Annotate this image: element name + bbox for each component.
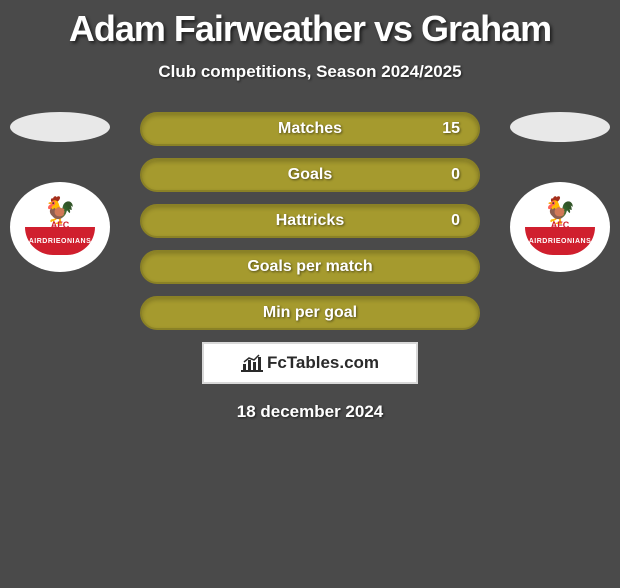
page-title: Adam Fairweather vs Graham [0,8,620,50]
player-right: 🐓 AFC AIRDRIEONIANS [510,112,610,272]
rooster-icon: 🐓 [44,197,76,223]
badge-initials-right: AFC [551,220,570,230]
brand-box: FcTables.com [202,342,418,384]
stat-row-gpm: Goals per match [140,250,480,284]
comparison-area: 🐓 AFC AIRDRIEONIANS 🐓 AFC AIRDRIEONIANS … [0,112,620,422]
stat-value: 0 [451,212,460,230]
stat-row-goals: Goals 0 [140,158,480,192]
badge-initials-left: AFC [51,220,70,230]
stat-value: 0 [451,166,460,184]
stat-label: Hattricks [276,212,344,230]
stat-row-hattricks: Hattricks 0 [140,204,480,238]
stat-label: Goals [288,166,332,184]
stat-value: 15 [442,120,460,138]
stat-label: Goals per match [247,258,372,276]
date-label: 18 december 2024 [0,402,620,422]
chart-icon [241,354,263,372]
player-left: 🐓 AFC AIRDRIEONIANS [10,112,110,272]
badge-name-right: AIRDRIEONIANS [525,227,595,255]
player-left-silhouette [10,112,110,142]
brand-text: FcTables.com [267,353,379,373]
badge-name-left: AIRDRIEONIANS [25,227,95,255]
rooster-icon: 🐓 [544,197,576,223]
subtitle: Club competitions, Season 2024/2025 [0,62,620,82]
club-badge-right: 🐓 AFC AIRDRIEONIANS [510,182,610,272]
player-right-silhouette [510,112,610,142]
club-badge-left: 🐓 AFC AIRDRIEONIANS [10,182,110,272]
stat-label: Min per goal [263,304,357,322]
stat-row-matches: Matches 15 [140,112,480,146]
stats-list: Matches 15 Goals 0 Hattricks 0 Goals per… [140,112,480,330]
stat-row-mpg: Min per goal [140,296,480,330]
stat-label: Matches [278,120,342,138]
